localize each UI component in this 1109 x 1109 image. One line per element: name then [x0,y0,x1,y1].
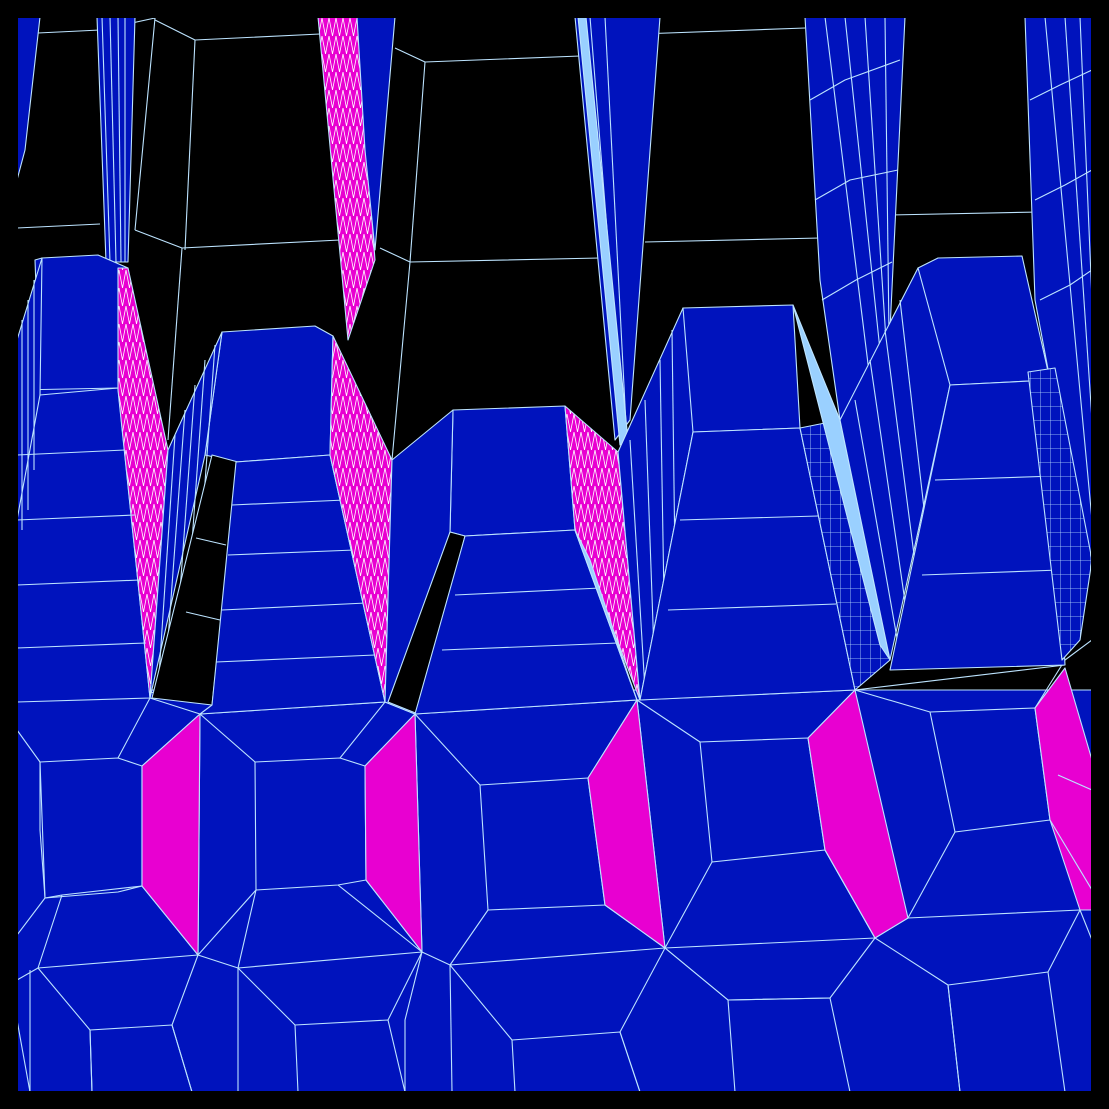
cell-8 [511,1031,641,1092]
column-3-top [449,405,576,537]
spike-magenta [317,17,376,341]
columns [17,254,1092,715]
column-5-front [889,379,1066,671]
floor-wall-magenta-2 [364,713,423,953]
far-spikes [17,17,1092,561]
floor-cells [17,639,1092,1092]
cell-10 [947,971,1066,1092]
column-5-side-grid [1027,367,1092,661]
column-2-front [199,454,386,715]
floor-wall-magenta-1 [141,713,201,956]
background-grid [17,17,1041,461]
cell-3 [479,777,606,911]
spike-blue-narrow [356,17,396,251]
cell-2 [254,757,367,891]
floor-wall-magenta-3 [587,699,666,949]
column-2-top [204,325,334,463]
column-1-top [34,254,129,396]
cell-7 [294,1019,406,1092]
inner-border [16,16,1093,1093]
spike-left-edge [17,17,41,181]
cell-1 [39,757,143,899]
cell-9 [727,997,851,1092]
cell-4 [699,737,826,863]
floor-wall-magenta-4 [807,689,909,939]
